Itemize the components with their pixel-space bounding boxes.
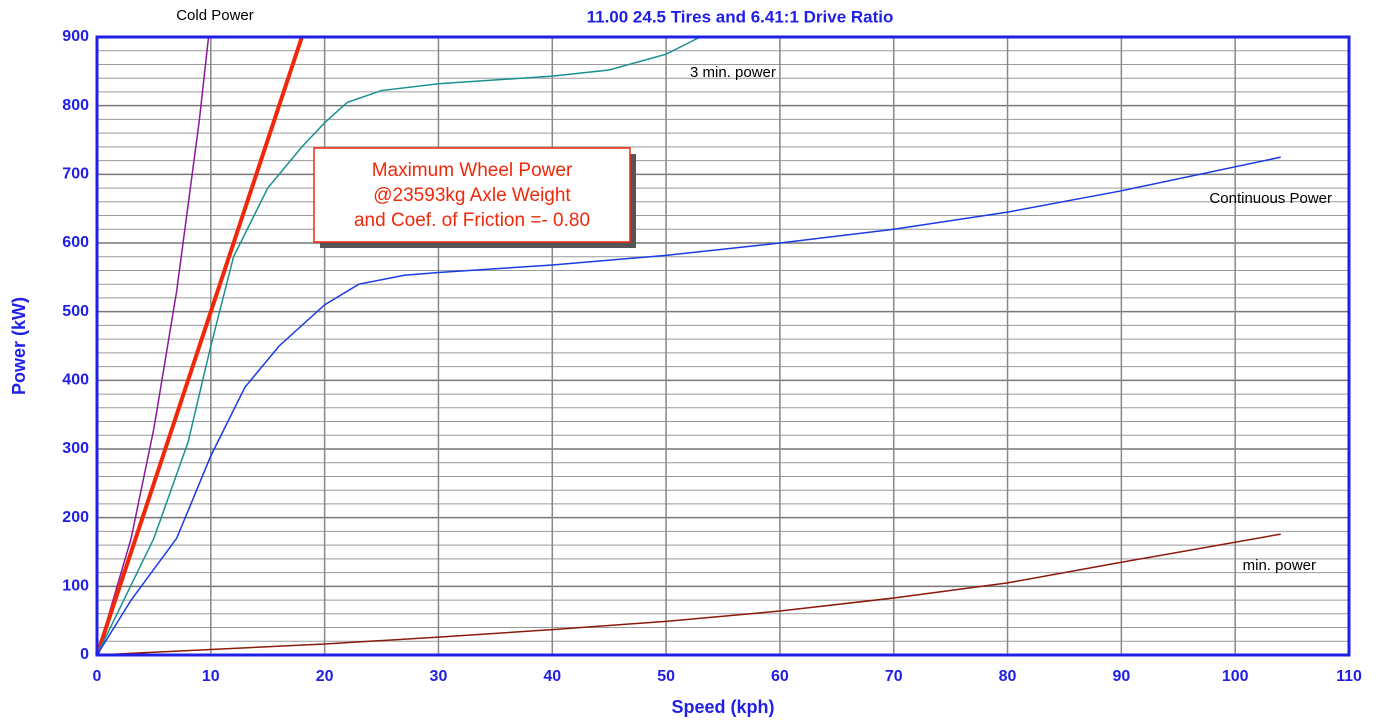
x-axis-label: Speed (kph) — [671, 697, 774, 717]
lines — [95, 36, 1281, 656]
x-tick-label: 70 — [885, 668, 903, 685]
series-line — [96, 36, 210, 656]
y-tick-label: 600 — [62, 234, 89, 251]
y-tick-label: 900 — [62, 28, 89, 45]
y-tick-label: 200 — [62, 509, 89, 526]
annotation-box — [313, 147, 631, 243]
y-tick-label: 500 — [62, 303, 89, 320]
x-tick-label: 110 — [1336, 668, 1362, 685]
x-tick-label: 30 — [430, 668, 448, 685]
y-tick-label: 300 — [62, 440, 89, 457]
x-tick-label: 100 — [1222, 668, 1249, 685]
x-tick-label: 50 — [657, 668, 675, 685]
plot-border — [95, 35, 1351, 657]
series-line — [96, 156, 1281, 656]
y-tick-label: 0 — [80, 646, 89, 663]
annotation-text: Maximum Wheel Power — [372, 160, 573, 181]
x-tick-label: 0 — [93, 668, 102, 685]
y-tick-label: 100 — [62, 578, 89, 595]
annotation-text: @23593kg Axle Weight — [373, 185, 571, 206]
y-axis-label: Power (kW) — [9, 297, 29, 395]
chart-subtitle: 11.00 24.5 Tires and 6.41:1 Drive Ratio — [587, 7, 894, 26]
y-tick-label: 700 — [62, 166, 89, 183]
x-tick-label: 10 — [202, 668, 220, 685]
grid — [96, 36, 1350, 656]
y-tick-label: 400 — [62, 372, 89, 389]
series-label: Continuous Power — [1209, 190, 1332, 207]
y-tick-label: 800 — [62, 97, 89, 114]
x-tick-label: 60 — [771, 668, 789, 685]
series-line — [95, 36, 304, 656]
series-label: 3 min. power — [690, 64, 776, 81]
series-label: Cold Power — [176, 7, 254, 24]
x-tick-label: 20 — [316, 668, 334, 685]
annotation-text: and Coef. of Friction =- 0.80 — [354, 210, 590, 231]
series-line — [96, 533, 1281, 656]
x-tick-label: 40 — [543, 668, 561, 685]
series-line — [96, 36, 701, 656]
x-tick-label: 90 — [1112, 668, 1130, 685]
series-label: min. power — [1243, 557, 1316, 574]
x-tick-label: 80 — [999, 668, 1017, 685]
